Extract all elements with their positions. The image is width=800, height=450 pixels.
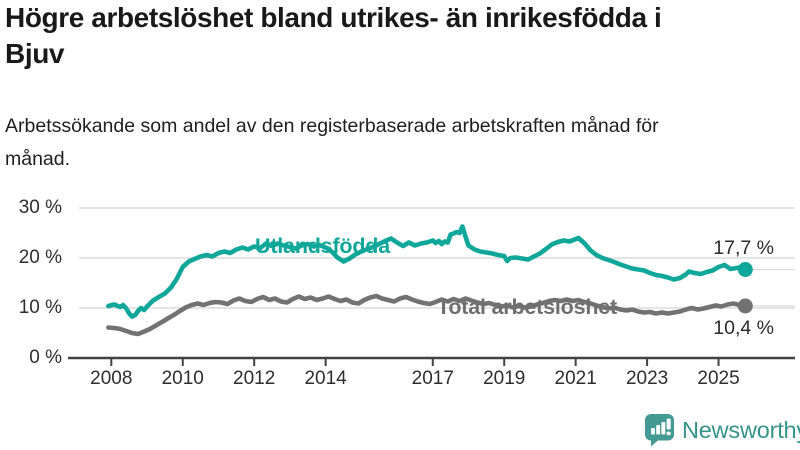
end-dot-total-arbetsloshet (737, 298, 753, 314)
x-axis-label: 2023 (625, 368, 669, 389)
x-axis-label: 2010 (161, 368, 204, 389)
series-line-total-arbetsloshet (106, 293, 748, 337)
chart-subtitle: Arbetssökande som andel av den registerb… (5, 115, 659, 170)
series-line-utlandsfodda (106, 224, 748, 319)
end-dot-utlandsfodda (737, 262, 753, 277)
y-axis-label: 30 % (18, 197, 62, 218)
series-label-utlandsfodda: Utlandsfödda (255, 234, 390, 258)
y-axis-label: 20 % (18, 247, 62, 268)
series-label-total-arbetsloshet: Total arbetslöshet (437, 295, 617, 319)
x-axis-label: 2021 (554, 368, 597, 389)
x-axis-label: 2019 (483, 368, 526, 389)
bar-chart-speech-bubble-icon (645, 414, 674, 447)
newsworthy-logo-text: Newsworthy (682, 416, 800, 443)
end-value-total-arbetsloshet: 10,4 % (713, 317, 774, 339)
x-axis-label: 2012 (233, 368, 276, 389)
end-value-utlandsfodda: 17,7 % (713, 237, 774, 259)
x-axis-label: 2008 (90, 368, 133, 389)
x-axis-label: 2014 (304, 368, 347, 389)
newsworthy-logo: Newsworthy (644, 413, 800, 447)
y-axis-label: 0 % (29, 347, 62, 368)
y-axis-label: 10 % (18, 297, 62, 318)
x-axis-label: 2025 (697, 368, 740, 389)
chart-title: Högre arbetslöshet bland utrikes- än inr… (5, 2, 662, 69)
x-axis-label: 2017 (411, 368, 454, 389)
